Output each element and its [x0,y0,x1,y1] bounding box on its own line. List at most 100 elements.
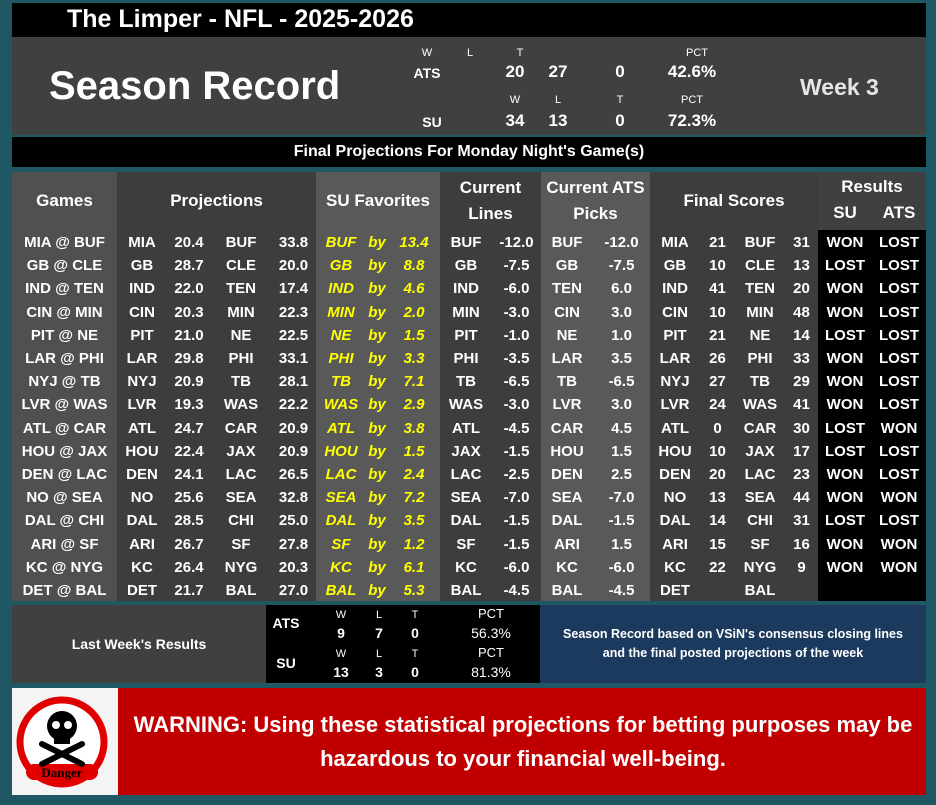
proj-home-team: SF [231,535,251,553]
score-away: 10 [709,257,726,275]
su-pct-header: PCT [681,94,703,106]
proj-home-team: SEA [225,489,257,507]
favorite-team: TB [331,373,351,391]
lw-su-l-header: L [375,648,383,660]
result-su: LOST [825,326,865,344]
result-ats: LOST [879,303,919,321]
result-su: WON [826,466,864,483]
score-away-team: NYJ [660,373,690,391]
line-team: JAX [451,442,481,460]
by-label: by [368,419,386,437]
line-team: SEA [450,489,482,507]
line-team: WAS [448,396,484,414]
su-l-header: L [554,94,562,106]
lw-su-wins: 13 [333,664,349,680]
favorite-margin: 2.0 [403,303,425,321]
line-value: -1.5 [503,442,530,460]
by-label: by [368,535,386,553]
score-away: 22 [709,558,726,576]
result-ats: LOST [879,234,919,251]
pick-value: 3.0 [611,396,632,414]
table-row: DET @ BAL DET 21.7 BAL 27.0 BAL by 5.3 BAL -4.5 BA… [12,579,926,602]
ats-pct: 42.6% [667,62,717,81]
score-away-team: DAL [659,512,691,530]
score-away-team: LAR [659,350,691,367]
favorite-team: LAC [325,466,357,483]
proj-away-team: NYJ [127,373,157,391]
score-home-team: SEA [744,489,776,507]
score-home: 31 [793,512,810,530]
proj-away-score: 22.4 [174,442,204,460]
score-away-team: HOU [658,442,692,460]
pick-team: CIN [554,303,580,321]
season-record-panel: Season Record W L T PCT ATS 20 27 0 42.6… [12,37,926,135]
lw-su-t-header: T [411,648,419,660]
score-home-team: CLE [745,257,775,275]
score-home: 48 [793,303,810,321]
lw-ats-t-header: T [411,609,419,621]
pick-value: -1.5 [608,512,635,530]
proj-away-team: KC [131,558,153,576]
line-value: -2.5 [503,466,530,483]
result-ats: LOST [879,280,919,298]
score-home-team: MIN [746,303,774,321]
proj-home-score: 27.0 [278,582,309,599]
pick-team: TB [557,373,577,391]
score-away: 27 [709,373,726,391]
proj-home-team: JAX [226,442,256,460]
proj-away-score: 25.6 [174,489,204,507]
by-label: by [368,350,386,367]
ats-w-header: W [421,47,433,59]
table-row: LAR @ PHI LAR 29.8 PHI 33.1 PHI by 3.3 PHI -3.5 LA… [12,347,926,370]
proj-home-score: 20.3 [278,558,309,576]
table-row: MIA @ BUF MIA 20.4 BUF 33.8 BUF by 13.4 BUF -12.0… [12,231,926,254]
result-su: WON [826,396,864,414]
score-home-team: WAS [742,396,778,414]
pick-value: 1.5 [611,442,632,460]
proj-home-score: 20.0 [278,257,309,275]
pick-value: 3.5 [611,350,632,367]
table-row: DEN @ LAC DEN 24.1 LAC 26.5 LAC by 2.4 LAC -2.5 DE… [12,463,926,486]
pick-team: BAL [551,582,583,599]
proj-home-score: 27.8 [278,535,309,553]
result-su: WON [826,489,864,507]
header-results-ats: ATS [882,203,916,222]
favorite-margin: 4.6 [403,280,425,298]
proj-home-team: PHI [228,350,254,367]
game-cell: NO @ SEA [26,489,103,507]
score-away: 13 [709,489,726,507]
score-home-team: NYG [743,558,777,576]
lw-ats-label: ATS [272,615,300,631]
result-su: WON [826,303,864,321]
line-team: TB [456,373,476,391]
result-su: LOST [825,419,865,437]
score-home: 31 [793,234,810,251]
by-label: by [368,512,386,530]
pick-value: -6.5 [608,373,635,391]
proj-away-team: DAL [126,512,158,530]
game-cell: LAR @ PHI [25,350,104,367]
lw-su-pct: 81.3% [471,664,511,680]
lw-su-pct-header: PCT [478,645,504,660]
line-value: -12.0 [499,234,534,251]
favorite-margin: 6.1 [403,558,425,576]
lw-ats-wins: 9 [337,625,345,641]
score-home: 17 [793,442,810,460]
game-cell: MIA @ BUF [24,234,105,251]
su-w-header: W [509,94,521,106]
pick-team: GB [555,257,579,275]
pick-value: 6.0 [611,280,632,298]
score-away [700,579,735,602]
subtitle-bar: Final Projections For Monday Night's Gam… [12,137,926,167]
score-away-team: ARI [662,535,688,553]
line-team: ATL [451,419,481,437]
line-value: -1.5 [503,512,530,530]
ats-label: ATS [413,65,441,81]
score-home-team: BUF [744,234,776,251]
proj-away-score: 19.3 [174,396,204,414]
proj-home-team: LAC [225,466,257,483]
proj-away-score: 26.7 [174,535,204,553]
proj-away-team: NO [130,489,154,507]
score-away: 10 [709,303,726,321]
score-away: 20 [709,466,726,483]
